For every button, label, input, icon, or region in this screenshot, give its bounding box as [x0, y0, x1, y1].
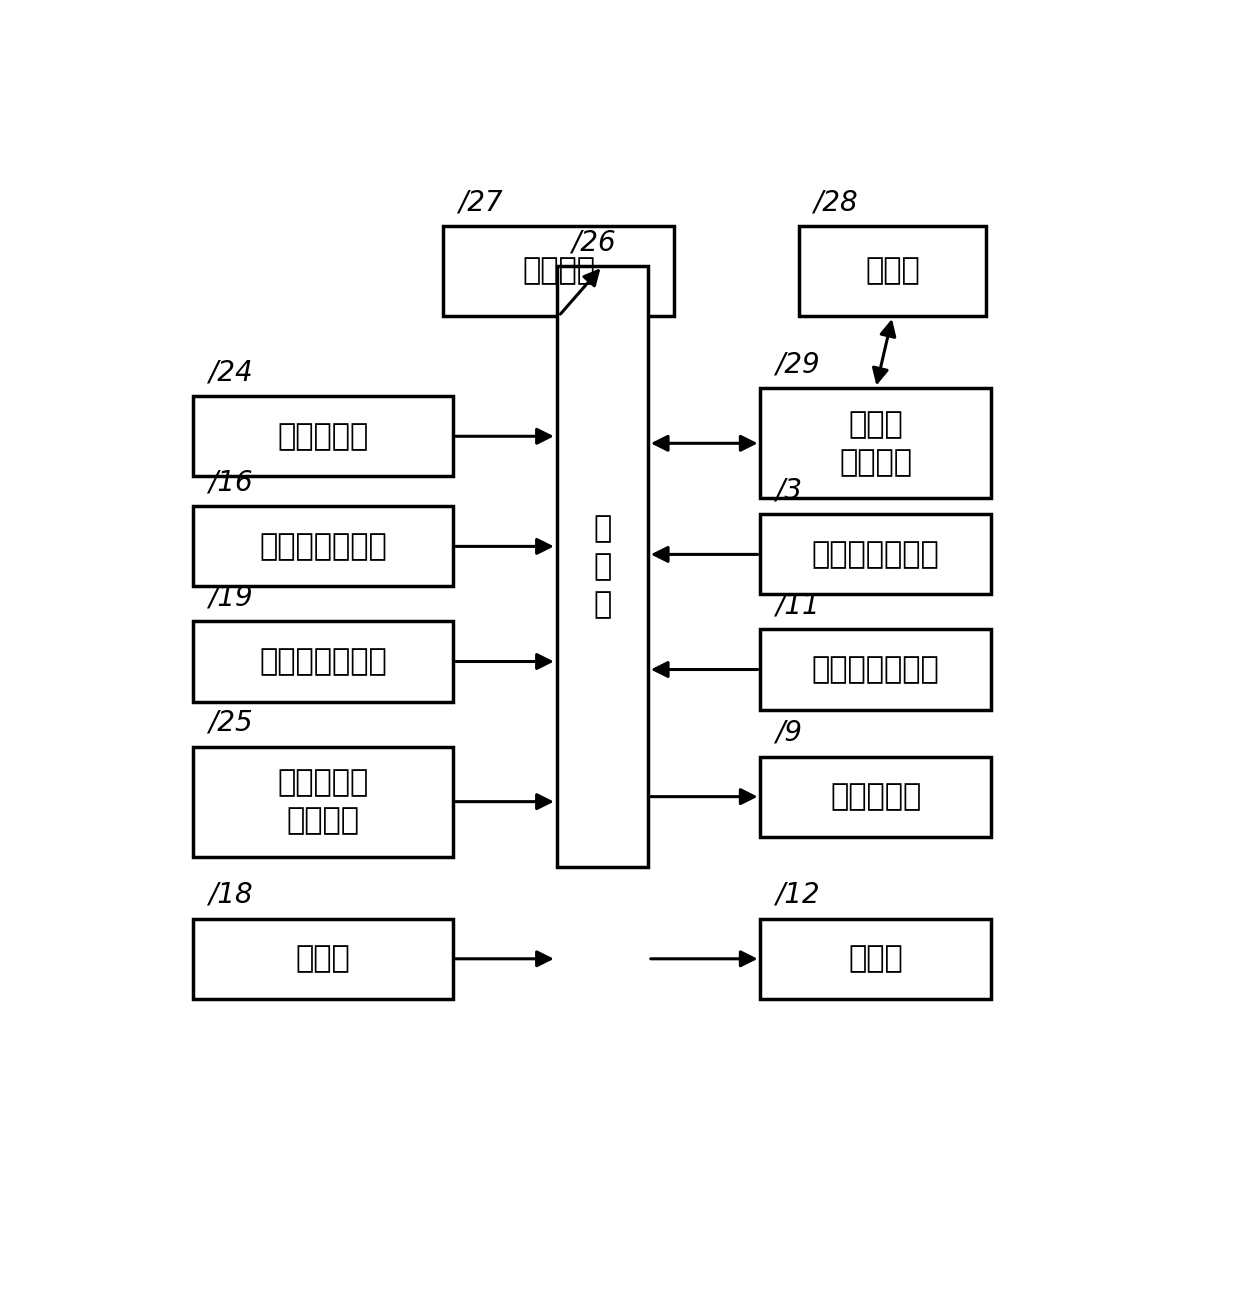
Bar [760, 389, 991, 498]
Text: 第一压力变送器: 第一压力变送器 [812, 540, 940, 569]
Bar [193, 621, 453, 702]
Text: /12: /12 [775, 881, 820, 909]
Text: /18: /18 [208, 881, 253, 909]
Bar [557, 266, 649, 867]
Text: /9: /9 [775, 719, 802, 746]
Text: 电动排污阀: 电动排污阀 [830, 783, 921, 811]
Text: /19: /19 [208, 584, 253, 611]
Text: 第二压力变送器: 第二压力变送器 [812, 655, 940, 684]
Text: /27: /27 [458, 188, 502, 216]
Text: 第一传感器组件: 第一传感器组件 [259, 532, 387, 560]
Bar [444, 226, 675, 316]
Bar [193, 746, 453, 857]
Text: 扬声器: 扬声器 [848, 944, 903, 974]
Text: /24: /24 [208, 359, 253, 386]
Text: /26: /26 [572, 227, 616, 256]
Bar [760, 757, 991, 837]
Text: 控
制
器: 控 制 器 [593, 514, 611, 619]
Bar [193, 507, 453, 586]
Text: 以太网
通信模块: 以太网 通信模块 [839, 410, 913, 477]
Text: 手动阀状态
监测单元: 手动阀状态 监测单元 [278, 768, 368, 835]
Text: /29: /29 [775, 350, 820, 378]
Text: /28: /28 [813, 188, 858, 216]
Text: /11: /11 [775, 592, 820, 620]
Text: /25: /25 [208, 708, 253, 737]
Bar [193, 919, 453, 998]
Bar [799, 226, 986, 316]
Bar [760, 629, 991, 710]
Text: 上位机: 上位机 [866, 256, 920, 286]
Bar [193, 396, 453, 476]
Text: /16: /16 [208, 468, 253, 497]
Text: /3: /3 [775, 476, 802, 504]
Text: 液位计: 液位计 [296, 944, 351, 974]
Bar [760, 515, 991, 594]
Text: 供电电源: 供电电源 [522, 256, 595, 286]
Text: 红外激光器: 红外激光器 [278, 421, 368, 451]
Bar [760, 919, 991, 998]
Text: 第二传感器组件: 第二传感器组件 [259, 647, 387, 676]
